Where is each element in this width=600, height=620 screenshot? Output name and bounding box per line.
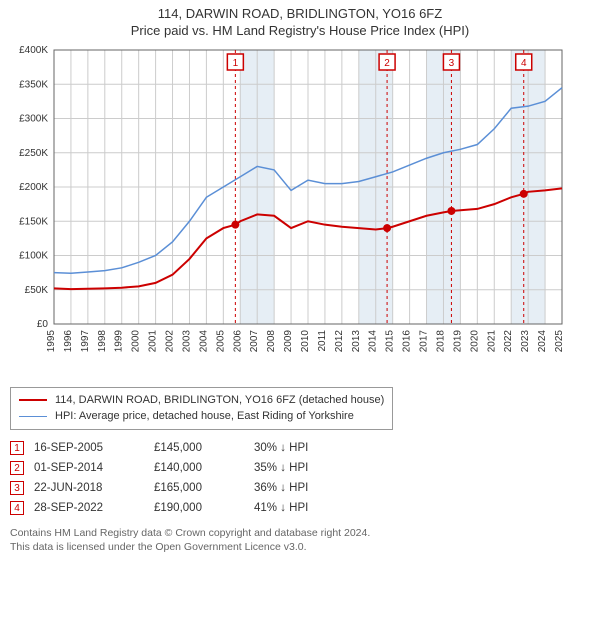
svg-text:1997: 1997 <box>80 329 91 352</box>
sale-date: 01-SEP-2014 <box>34 458 154 478</box>
chart-legend: 114, DARWIN ROAD, BRIDLINGTON, YO16 6FZ … <box>10 387 393 430</box>
svg-text:2003: 2003 <box>181 329 192 352</box>
svg-text:2: 2 <box>384 58 390 69</box>
svg-text:2023: 2023 <box>520 329 531 352</box>
svg-text:£150K: £150K <box>19 216 48 227</box>
svg-text:2020: 2020 <box>469 329 480 352</box>
svg-text:2024: 2024 <box>537 329 548 352</box>
svg-text:1995: 1995 <box>46 329 57 352</box>
sale-price: £145,000 <box>154 438 254 458</box>
svg-text:2001: 2001 <box>148 329 159 352</box>
sale-delta: 35% ↓ HPI <box>254 458 318 478</box>
sale-price: £190,000 <box>154 498 254 518</box>
svg-text:2004: 2004 <box>198 329 209 352</box>
svg-text:1996: 1996 <box>63 329 74 352</box>
svg-text:1: 1 <box>233 58 239 69</box>
svg-text:1999: 1999 <box>114 329 125 352</box>
svg-text:1998: 1998 <box>97 329 108 352</box>
svg-text:2007: 2007 <box>249 329 260 352</box>
svg-text:2005: 2005 <box>215 329 226 352</box>
sale-price: £165,000 <box>154 478 254 498</box>
price-chart: £0 £50K £100K £150K £200K £250K £300K £350K £400… <box>10 44 590 377</box>
svg-text:2025: 2025 <box>554 329 565 352</box>
sale-date: 22-JUN-2018 <box>34 478 154 498</box>
sale-price: £140,000 <box>154 458 254 478</box>
svg-text:4: 4 <box>521 58 527 69</box>
svg-text:2000: 2000 <box>131 329 142 352</box>
table-row: 1 16-SEP-2005£145,00030% ↓ HPI <box>10 438 318 458</box>
sale-marker: 1 <box>10 441 24 455</box>
sale-delta: 41% ↓ HPI <box>254 498 318 518</box>
svg-text:2015: 2015 <box>385 329 396 352</box>
svg-text:2017: 2017 <box>419 329 430 352</box>
svg-text:£250K: £250K <box>19 148 48 159</box>
legend-label: HPI: Average price, detached house, East… <box>55 408 354 425</box>
legend-item: HPI: Average price, detached house, East… <box>19 408 384 425</box>
svg-text:£200K: £200K <box>19 182 48 193</box>
svg-text:2019: 2019 <box>452 329 463 352</box>
legend-swatch <box>19 416 47 417</box>
svg-text:2016: 2016 <box>402 329 413 352</box>
svg-text:2021: 2021 <box>486 329 497 352</box>
svg-text:£0: £0 <box>37 319 49 330</box>
svg-text:£350K: £350K <box>19 79 48 90</box>
table-row: 3 22-JUN-2018£165,00036% ↓ HPI <box>10 478 318 498</box>
sale-delta: 30% ↓ HPI <box>254 438 318 458</box>
sale-marker: 2 <box>10 461 24 475</box>
svg-text:2022: 2022 <box>503 329 514 352</box>
svg-text:£300K: £300K <box>19 113 48 124</box>
svg-text:2009: 2009 <box>283 329 294 352</box>
svg-text:2008: 2008 <box>266 329 277 352</box>
svg-text:£100K: £100K <box>19 250 48 261</box>
legend-label: 114, DARWIN ROAD, BRIDLINGTON, YO16 6FZ … <box>55 392 384 409</box>
svg-text:2006: 2006 <box>232 329 243 352</box>
svg-text:2010: 2010 <box>300 329 311 352</box>
svg-text:2011: 2011 <box>317 329 328 351</box>
legend-item: 114, DARWIN ROAD, BRIDLINGTON, YO16 6FZ … <box>19 392 384 409</box>
svg-text:2012: 2012 <box>334 329 345 352</box>
table-row: 4 28-SEP-2022£190,00041% ↓ HPI <box>10 498 318 518</box>
attribution-line2: This data is licensed under the Open Gov… <box>10 540 590 554</box>
sale-delta: 36% ↓ HPI <box>254 478 318 498</box>
svg-text:2014: 2014 <box>368 329 379 352</box>
svg-text:2013: 2013 <box>351 329 362 352</box>
attribution-line1: Contains HM Land Registry data © Crown c… <box>10 526 590 540</box>
table-row: 2 01-SEP-2014£140,00035% ↓ HPI <box>10 458 318 478</box>
chart-title: 114, DARWIN ROAD, BRIDLINGTON, YO16 6FZ <box>10 6 590 23</box>
svg-text:£50K: £50K <box>25 285 49 296</box>
chart-subtitle: Price paid vs. HM Land Registry's House … <box>10 23 590 38</box>
sale-marker: 4 <box>10 501 24 515</box>
chart-svg: £0 £50K £100K £150K £200K £250K £300K £350K £400… <box>10 44 570 374</box>
sale-marker: 3 <box>10 481 24 495</box>
attribution-text: Contains HM Land Registry data © Crown c… <box>10 526 590 554</box>
svg-text:2002: 2002 <box>165 329 176 352</box>
svg-text:2018: 2018 <box>435 329 446 352</box>
legend-swatch <box>19 399 47 401</box>
sale-date: 28-SEP-2022 <box>34 498 154 518</box>
sale-date: 16-SEP-2005 <box>34 438 154 458</box>
svg-text:£400K: £400K <box>19 45 48 56</box>
sales-table: 1 16-SEP-2005£145,00030% ↓ HPI 2 01-SEP-201… <box>10 438 318 518</box>
svg-text:3: 3 <box>449 58 455 69</box>
